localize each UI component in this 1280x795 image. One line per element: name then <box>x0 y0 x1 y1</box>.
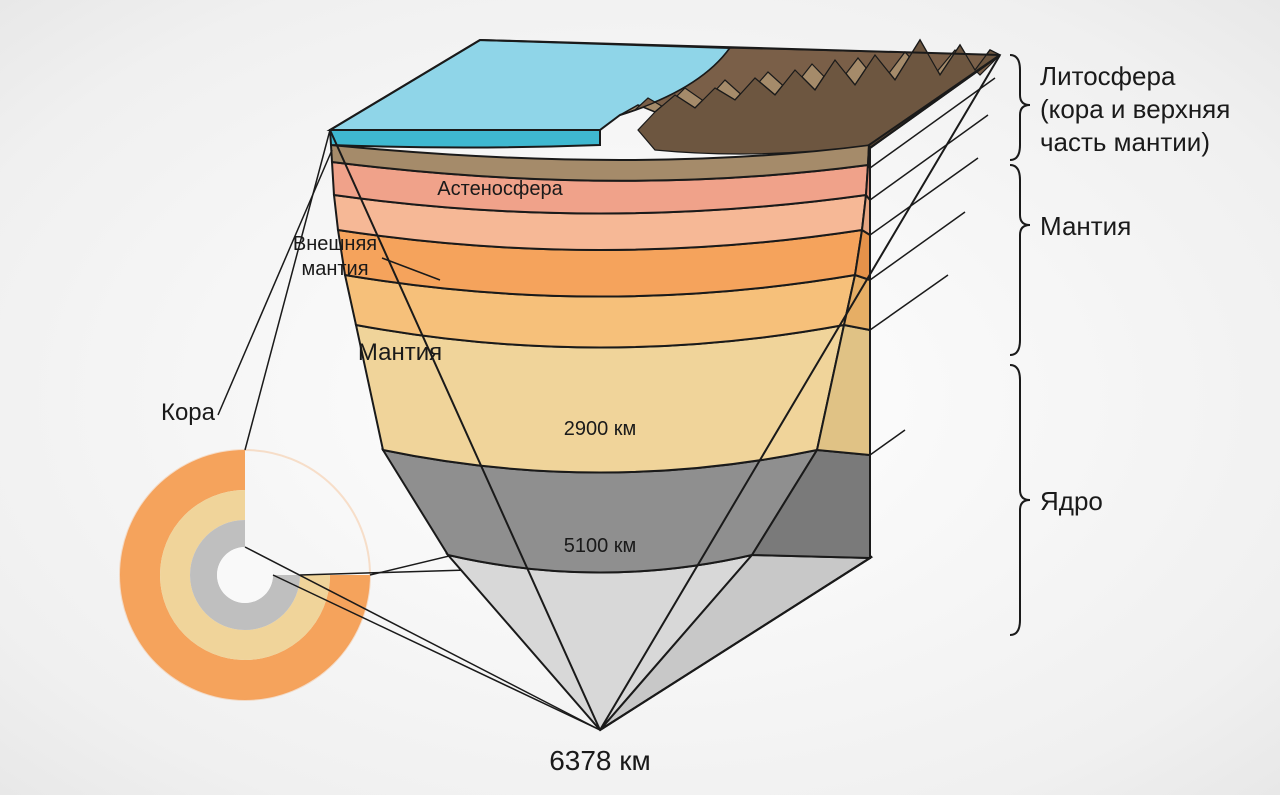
ocean-front <box>330 130 600 148</box>
earth-wedge <box>330 40 1000 730</box>
asthenosphere-label: Астеносфера <box>437 178 563 200</box>
outer-mantle-label-1: Внешняя <box>293 233 377 255</box>
mantle-label: Мантия <box>358 339 442 366</box>
earth-structure-diagram: Кора Астеносфера Внешняя мантия Мантия 2… <box>0 0 1280 795</box>
lithosphere-label-1: Литосфера <box>1040 61 1176 91</box>
depth-6378: 6378 км <box>549 745 651 776</box>
brackets <box>1010 55 1030 635</box>
depth-5100: 5100 км <box>564 535 637 557</box>
core-right-label: Ядро <box>1040 486 1103 516</box>
outer-mantle-label-2: мантия <box>301 258 368 280</box>
crust-label: Кора <box>161 399 216 426</box>
depth-2900: 2900 км <box>564 418 637 440</box>
small-earth-icon <box>120 450 370 700</box>
mantle-right-label: Мантия <box>1040 211 1131 241</box>
lithosphere-label-2: (кора и верхняя <box>1040 94 1230 124</box>
lithosphere-label-3: часть мантии) <box>1040 127 1210 157</box>
